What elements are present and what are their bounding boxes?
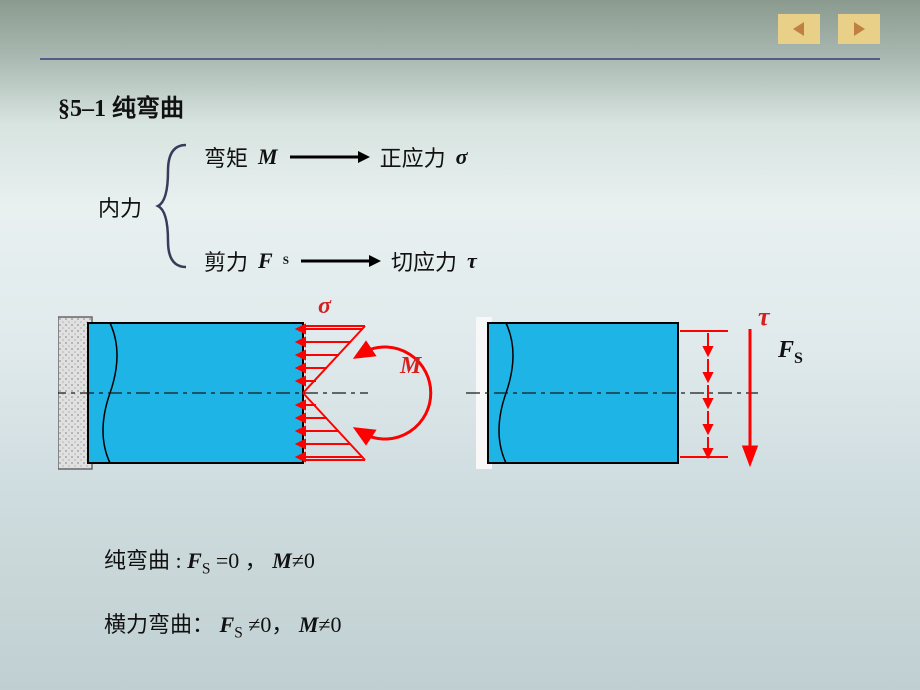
hier-root-label: 内力 [98,191,142,223]
fs-force-arrow [744,329,756,463]
hierarchy-block: 内力 弯矩 M 正应力 σ 剪力 FS 切应力 τ [58,141,862,281]
row2-var: F [258,248,273,274]
eq1-post: ≠0 [292,548,315,573]
row2-left-text: 剪力 [204,245,248,277]
eq1-F: F [187,548,202,573]
eq1-M: M [272,548,292,573]
prev-icon [790,20,808,38]
top-bar [0,0,920,58]
diagrams-area: σ M [58,293,862,513]
moment-label: M [399,353,423,379]
arrow-icon [288,149,370,165]
eq1-pre: 纯弯曲 : [104,548,187,573]
eq2-post: ≠0 [318,612,341,637]
diagram-svg: σ M [58,293,858,503]
row1-right-text: 正应力 [380,141,446,173]
sigma-label: σ [318,293,332,319]
eq2-mid: ≠0， [243,612,299,637]
arrow-icon [299,253,381,269]
next-button[interactable] [838,14,880,44]
row2-right-var: τ [467,248,477,274]
eq2-pre: 横力弯曲： [104,612,220,637]
brace-icon [154,141,194,271]
tau-shear-arrows [680,331,728,457]
row1-left-text: 弯矩 [204,141,248,173]
equations-block: 纯弯曲 : FS =0 ， M≠0 横力弯曲： FS ≠0， M≠0 [58,541,862,647]
prev-button[interactable] [778,14,820,44]
slide-content: §5–1 纯弯曲 内力 弯矩M 正应力σ 剪力FS 切应力τ [0,58,920,690]
row1-var: M [258,144,278,170]
equation-2: 横力弯曲： FS ≠0， M≠0 [104,605,862,647]
eq2-M: M [299,612,319,637]
next-icon [850,20,868,38]
row2-right-text: 切应力 [391,245,457,277]
fs-label: FS [777,337,803,367]
section-title: §5–1 纯弯曲 [58,88,862,123]
equation-1: 纯弯曲 : FS =0 ， M≠0 [104,541,862,583]
tau-label: τ [758,302,771,331]
hier-row-1: 弯矩 M 正应力 σ [204,141,467,173]
eq2-S: S [234,625,243,642]
hier-row-2: 剪力 FS 切应力 τ [204,245,477,277]
row1-right-var: σ [456,144,468,170]
nav-button-group [778,14,880,44]
eq1-mid: =0 ， [210,548,272,573]
row2-var-sub: S [283,255,289,267]
eq2-F: F [220,612,235,637]
